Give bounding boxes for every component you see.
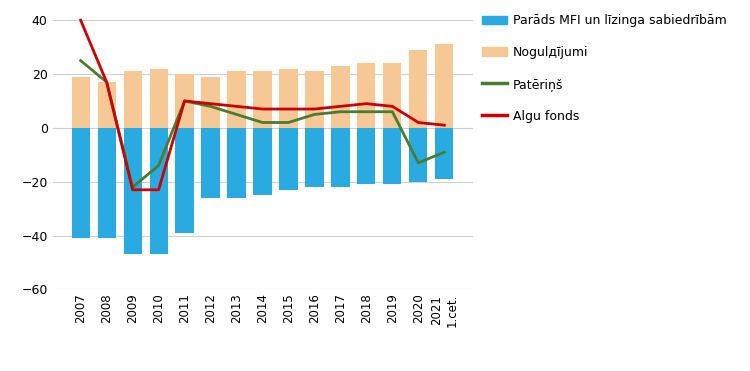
Bar bbox=[227, 128, 245, 198]
Bar bbox=[124, 128, 142, 255]
Bar bbox=[332, 128, 350, 187]
Bar bbox=[332, 66, 350, 128]
Bar bbox=[254, 128, 272, 195]
Bar bbox=[71, 77, 90, 128]
Bar bbox=[149, 69, 168, 128]
Bar bbox=[435, 128, 454, 179]
Bar bbox=[383, 63, 401, 128]
Bar bbox=[176, 128, 194, 233]
Bar bbox=[357, 128, 376, 184]
Bar bbox=[202, 128, 220, 198]
Bar bbox=[410, 50, 428, 128]
Bar bbox=[383, 128, 401, 184]
Bar bbox=[98, 82, 116, 128]
Bar bbox=[435, 45, 454, 128]
Bar bbox=[280, 128, 298, 190]
Bar bbox=[124, 71, 142, 128]
Bar bbox=[98, 128, 116, 238]
Bar bbox=[149, 128, 168, 255]
Bar bbox=[410, 128, 428, 182]
Bar bbox=[176, 74, 194, 128]
Legend: Parāds MFI un līzinga sabiedrībām, Nogulдījumi, Patēriņš, Algu fonds: Parāds MFI un līzinga sabiedrībām, Nogul… bbox=[477, 9, 732, 128]
Bar bbox=[305, 71, 323, 128]
Bar bbox=[202, 77, 220, 128]
Bar bbox=[71, 128, 90, 238]
Bar bbox=[305, 128, 323, 187]
Bar bbox=[227, 71, 245, 128]
Bar bbox=[254, 71, 272, 128]
Bar bbox=[280, 69, 298, 128]
Bar bbox=[357, 63, 376, 128]
